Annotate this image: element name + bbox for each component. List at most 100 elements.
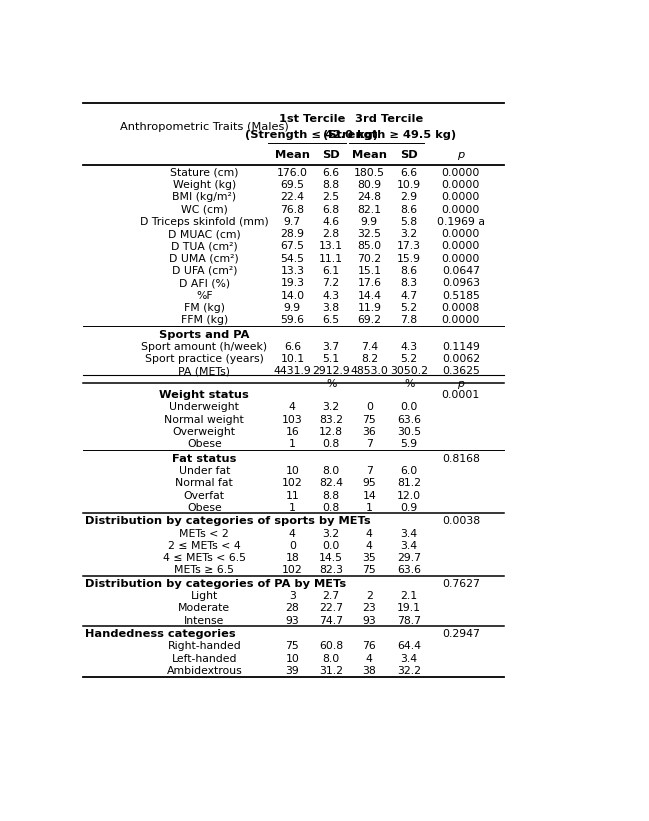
Text: 0: 0	[289, 541, 296, 551]
Text: 78.7: 78.7	[397, 616, 421, 626]
Text: 4: 4	[366, 654, 373, 663]
Text: D Triceps skinfold (mm): D Triceps skinfold (mm)	[140, 217, 269, 227]
Text: 5.9: 5.9	[400, 439, 417, 449]
Text: 15.1: 15.1	[358, 266, 382, 276]
Text: 69.2: 69.2	[358, 315, 382, 325]
Text: 1: 1	[289, 439, 296, 449]
Text: 0.2947: 0.2947	[442, 629, 480, 639]
Text: Handedness categories: Handedness categories	[85, 629, 236, 639]
Text: 16: 16	[286, 427, 299, 437]
Text: D UMA (cm²): D UMA (cm²)	[169, 254, 239, 264]
Text: SD: SD	[323, 149, 340, 160]
Text: 76: 76	[362, 641, 376, 651]
Text: 80.9: 80.9	[357, 180, 382, 190]
Text: 102: 102	[282, 479, 302, 488]
Text: 4.7: 4.7	[400, 291, 417, 300]
Text: Mean: Mean	[352, 149, 387, 160]
Text: 12.8: 12.8	[319, 427, 343, 437]
Text: 95: 95	[362, 479, 376, 488]
Text: Sport practice (years): Sport practice (years)	[145, 354, 263, 364]
Text: 3.2: 3.2	[400, 229, 417, 239]
Text: 24.8: 24.8	[358, 192, 382, 203]
Text: 83.2: 83.2	[319, 415, 343, 424]
Text: 32.2: 32.2	[397, 666, 421, 676]
Text: 0.0000: 0.0000	[442, 180, 480, 190]
Text: 103: 103	[282, 415, 302, 424]
Text: 0.0008: 0.0008	[442, 303, 480, 313]
Text: 63.6: 63.6	[397, 415, 421, 424]
Text: 4: 4	[289, 402, 296, 412]
Text: 0.8168: 0.8168	[442, 454, 480, 464]
Text: BMI (kg/m²): BMI (kg/m²)	[172, 192, 236, 203]
Text: 9.9: 9.9	[284, 303, 301, 313]
Text: 4.3: 4.3	[323, 291, 339, 300]
Text: 82.1: 82.1	[358, 204, 382, 214]
Text: 75: 75	[286, 641, 299, 651]
Text: 4.6: 4.6	[323, 217, 339, 227]
Text: 19.3: 19.3	[280, 278, 304, 288]
Text: FFM (kg): FFM (kg)	[180, 315, 228, 325]
Text: 0.3625: 0.3625	[442, 366, 480, 376]
Text: 38: 38	[362, 666, 376, 676]
Text: %: %	[326, 378, 336, 388]
Text: 14: 14	[362, 490, 376, 501]
Text: 3.2: 3.2	[323, 529, 339, 539]
Text: 3.4: 3.4	[400, 654, 417, 663]
Text: 0.0001: 0.0001	[442, 390, 480, 400]
Text: 31.2: 31.2	[319, 666, 343, 676]
Text: 93: 93	[362, 616, 376, 626]
Text: Obese: Obese	[187, 439, 222, 449]
Text: 0.0038: 0.0038	[442, 516, 480, 526]
Text: 4: 4	[366, 529, 373, 539]
Text: 0.0963: 0.0963	[442, 278, 480, 288]
Text: 11.1: 11.1	[319, 254, 343, 264]
Text: p: p	[458, 378, 464, 388]
Text: 6.6: 6.6	[323, 167, 339, 178]
Text: Fat status: Fat status	[172, 454, 236, 464]
Text: 0.1969 a: 0.1969 a	[437, 217, 485, 227]
Text: 6.6: 6.6	[400, 167, 417, 178]
Text: 2.1: 2.1	[400, 591, 417, 601]
Text: 2.7: 2.7	[323, 591, 339, 601]
Text: 74.7: 74.7	[319, 616, 343, 626]
Text: 4.3: 4.3	[400, 342, 417, 351]
Text: METs < 2: METs < 2	[180, 529, 229, 539]
Text: 3.7: 3.7	[323, 342, 339, 351]
Text: 2.9: 2.9	[400, 192, 417, 203]
Text: FM (kg): FM (kg)	[184, 303, 225, 313]
Text: 3rd Tercile: 3rd Tercile	[355, 114, 423, 124]
Text: 85.0: 85.0	[357, 241, 382, 251]
Text: 0.0000: 0.0000	[442, 192, 480, 203]
Text: 3.4: 3.4	[400, 529, 417, 539]
Text: 93: 93	[286, 616, 299, 626]
Text: 0.8: 0.8	[323, 439, 339, 449]
Text: 6.6: 6.6	[284, 342, 301, 351]
Text: 82.4: 82.4	[319, 479, 343, 488]
Text: 1: 1	[289, 502, 296, 513]
Text: Overfat: Overfat	[184, 490, 225, 501]
Text: Distribution by categories of sports by METs: Distribution by categories of sports by …	[85, 516, 371, 526]
Text: 17.3: 17.3	[397, 241, 421, 251]
Text: Weight (kg): Weight (kg)	[173, 180, 236, 190]
Text: 5.2: 5.2	[400, 354, 417, 364]
Text: 0.1149: 0.1149	[442, 342, 480, 351]
Text: Mean: Mean	[275, 149, 310, 160]
Text: 0.0000: 0.0000	[442, 315, 480, 325]
Text: 11: 11	[286, 490, 299, 501]
Text: 59.6: 59.6	[280, 315, 304, 325]
Text: 64.4: 64.4	[397, 641, 421, 651]
Text: 7.8: 7.8	[400, 315, 417, 325]
Text: 8.0: 8.0	[323, 654, 339, 663]
Text: Overweight: Overweight	[173, 427, 236, 437]
Text: 0.9: 0.9	[400, 502, 418, 513]
Text: 102: 102	[282, 566, 302, 576]
Text: Weight status: Weight status	[160, 390, 249, 400]
Text: 2912.9: 2912.9	[312, 366, 350, 376]
Text: (Strength ≥ 49.5 kg): (Strength ≥ 49.5 kg)	[323, 131, 456, 140]
Text: 2: 2	[366, 591, 373, 601]
Text: 0.5185: 0.5185	[442, 291, 480, 300]
Text: 39: 39	[286, 666, 299, 676]
Text: Anthropometric Traits (Males): Anthropometric Traits (Males)	[120, 122, 289, 132]
Text: 2 ≤ METs < 4: 2 ≤ METs < 4	[168, 541, 241, 551]
Text: 5.8: 5.8	[400, 217, 417, 227]
